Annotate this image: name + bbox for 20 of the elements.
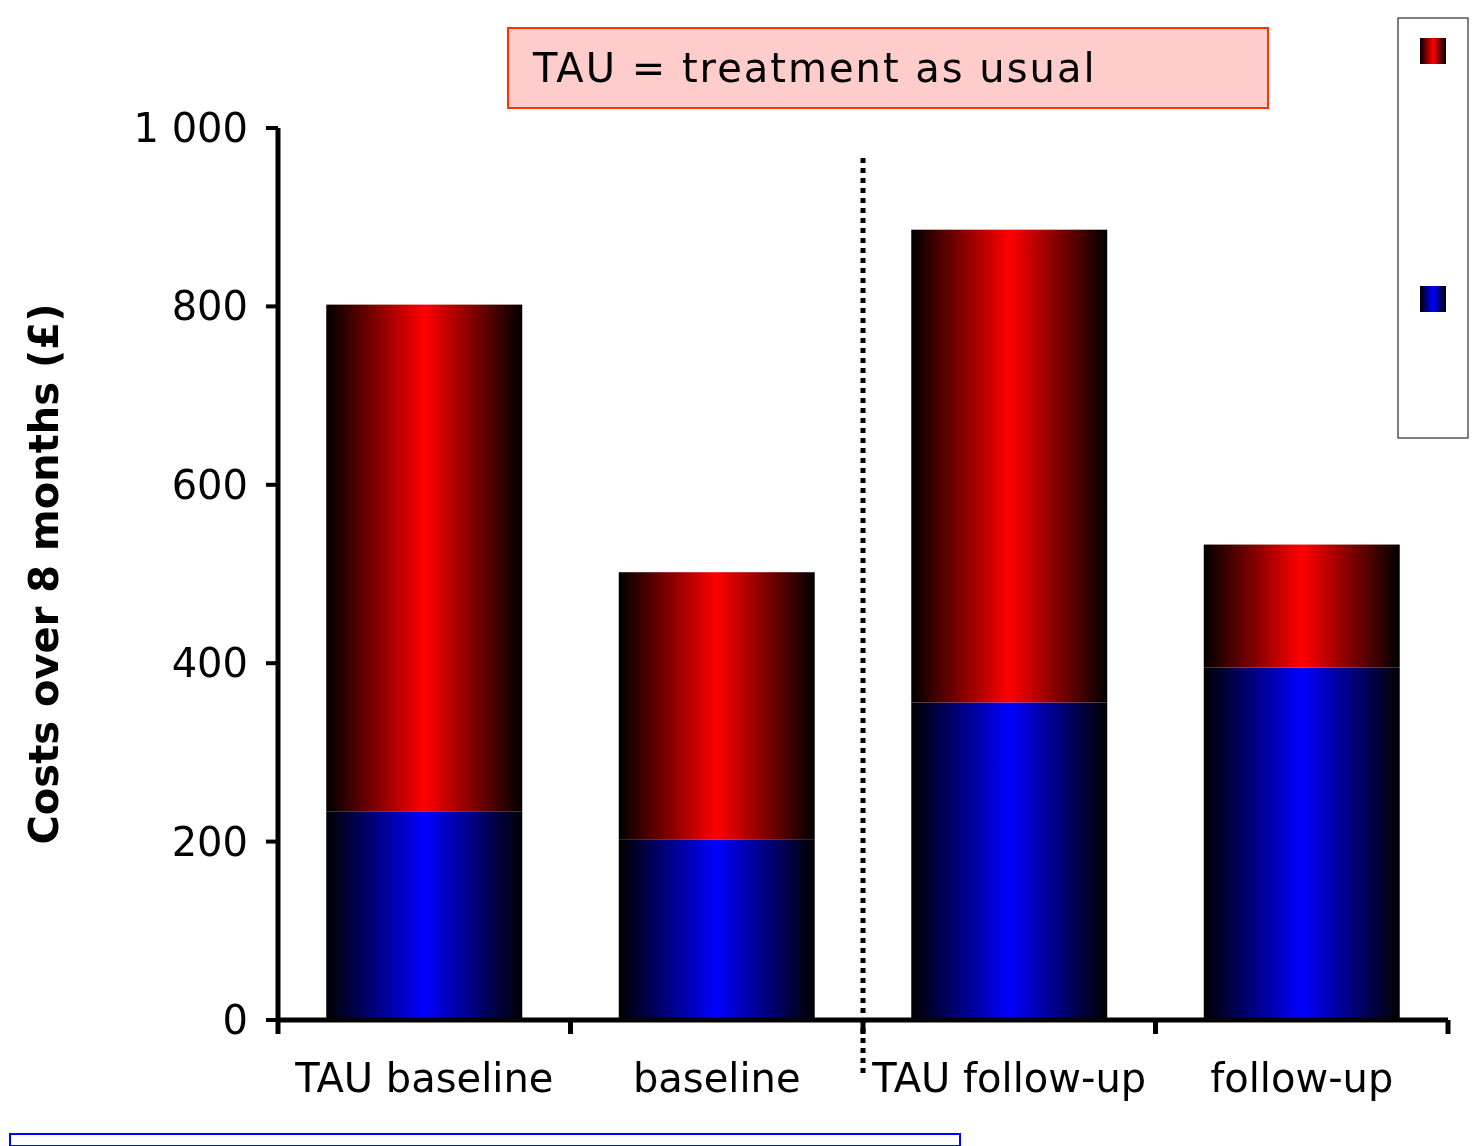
- x-tick-label: TAU baseline: [294, 1055, 554, 1101]
- x-tick-label: TAU follow-up: [871, 1055, 1147, 1101]
- y-tick-label: 800: [171, 283, 248, 330]
- y-tick-label: 200: [171, 818, 248, 865]
- bar: [1203, 544, 1400, 668]
- y-tick-label: 400: [171, 640, 248, 687]
- x-tick-label: baseline: [632, 1055, 801, 1101]
- bar: [1203, 667, 1400, 1020]
- bar: [618, 572, 815, 840]
- bar: [326, 304, 523, 812]
- text: TAU = treatment as usual: [532, 45, 1097, 91]
- bar: [618, 839, 815, 1020]
- y-tick-label: 600: [171, 461, 248, 508]
- x-tick-label: follow-up: [1210, 1055, 1394, 1101]
- y-axis-title: Costs over 8 months (£): [21, 303, 67, 845]
- y-tick-label: 0: [222, 997, 248, 1043]
- bar: [911, 702, 1108, 1020]
- bar: [911, 229, 1108, 703]
- y-tick-label: 1 000: [133, 105, 248, 151]
- bar: [326, 811, 523, 1020]
